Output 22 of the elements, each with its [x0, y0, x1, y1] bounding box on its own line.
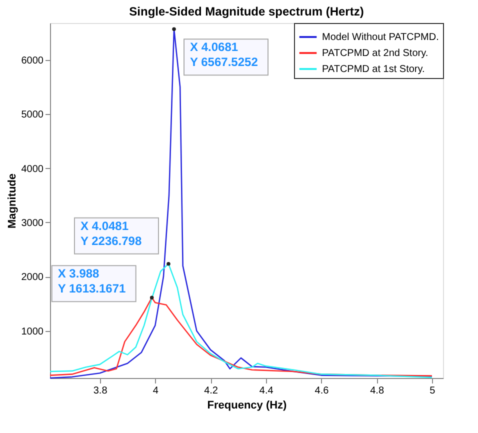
legend-label: PATCPMD at 1st Story. — [322, 64, 425, 75]
annotation: X 4.0681 Y 6567.5252 — [190, 40, 258, 70]
x-axis-title: Frequency (Hz) — [207, 400, 288, 412]
y-tick-label: 5000 — [21, 110, 44, 121]
y-tick-label: 4000 — [21, 164, 44, 175]
legend-label: PATCPMD at 2nd Story. — [322, 48, 428, 59]
legend-label: Model Without PATCPMD. — [322, 32, 439, 43]
y-tick-label: 3000 — [21, 218, 44, 229]
x-tick-label: 4.6 — [314, 386, 330, 396]
annotation: X 4.0481 Y 2236.798 — [80, 218, 142, 248]
y-axis-title: Magnitude — [6, 174, 18, 228]
y-tick-label: 6000 — [21, 55, 44, 66]
chart-title: Single-Sided Magnitude spectrum (Hertz) — [129, 4, 364, 18]
x-tick-label: 4.4 — [259, 386, 274, 396]
y-tick-label: 2000 — [21, 272, 44, 284]
y-tick-label: 1000 — [21, 326, 44, 338]
x-tick-label: 4.2 — [204, 386, 218, 396]
x-tick-label: 5 — [430, 386, 436, 396]
x-tick-label: 4.8 — [370, 386, 384, 396]
annotation: X 3.988 Y 1613.1671 — [58, 266, 126, 296]
x-tick-label: 3.8 — [93, 386, 108, 396]
x-tick-label: 4 — [152, 386, 159, 396]
